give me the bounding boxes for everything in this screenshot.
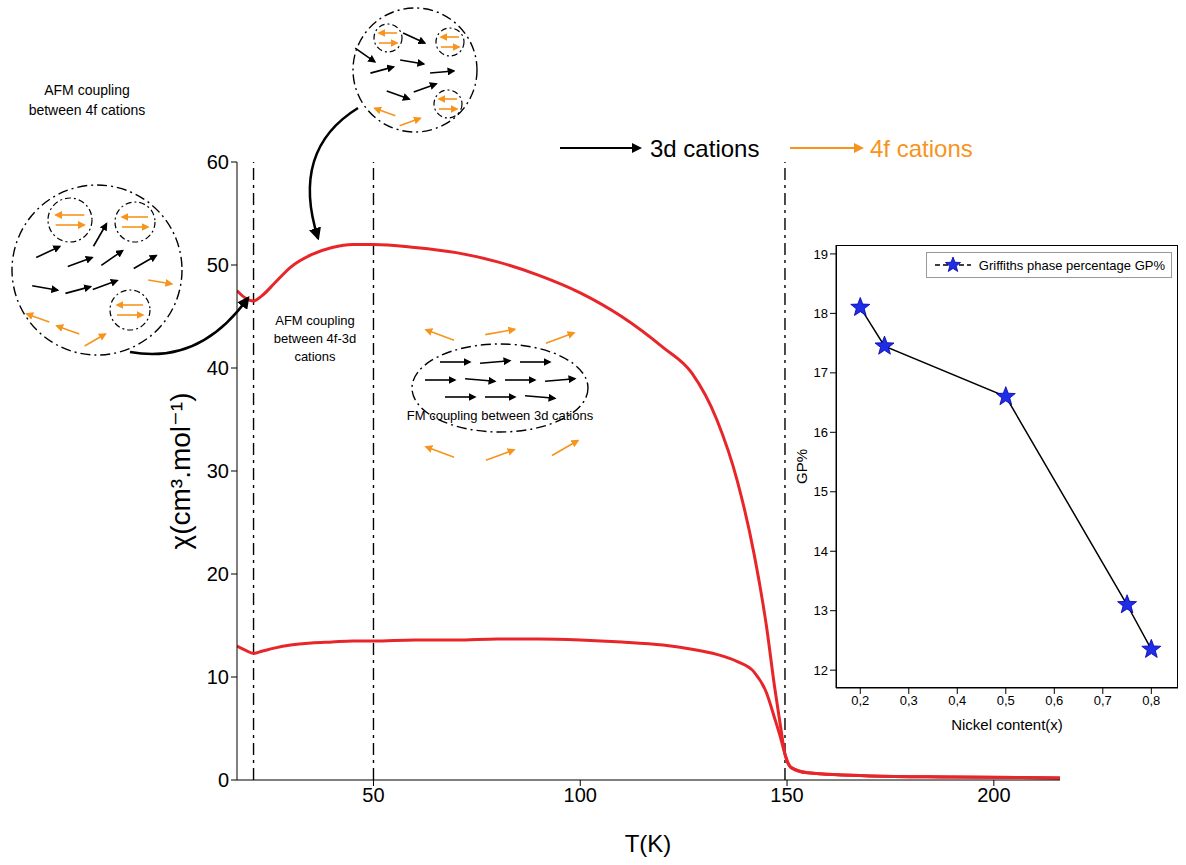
svg-text:3d cations: 3d cations: [650, 135, 759, 162]
svg-text:0,5: 0,5: [997, 693, 1015, 708]
svg-text:χ(cm³.mol⁻¹): χ(cm³.mol⁻¹): [165, 393, 196, 550]
svg-text:10: 10: [207, 666, 229, 688]
svg-text:19: 19: [814, 247, 828, 262]
svg-text:16: 16: [814, 425, 828, 440]
svg-text:30: 30: [207, 460, 229, 482]
svg-text:0: 0: [218, 769, 229, 791]
svg-text:GP%: GP%: [793, 449, 810, 484]
svg-text:0,6: 0,6: [1045, 693, 1063, 708]
svg-text:18: 18: [814, 306, 828, 321]
svg-text:13: 13: [814, 603, 828, 618]
svg-text:200: 200: [977, 784, 1010, 806]
svg-text:0,2: 0,2: [851, 693, 869, 708]
svg-text:50: 50: [207, 254, 229, 276]
svg-text:T(K): T(K): [625, 830, 672, 857]
svg-text:4f cations: 4f cations: [870, 135, 973, 162]
svg-text:Nickel content(x): Nickel content(x): [951, 716, 1063, 733]
svg-text:0,3: 0,3: [900, 693, 918, 708]
svg-text:17: 17: [814, 365, 828, 380]
html-text:Griffiths phase percentage GP%: Griffiths phase percentage GP%: [978, 257, 1165, 273]
svg-text:60: 60: [207, 151, 229, 173]
svg-text:12: 12: [814, 663, 828, 678]
svg-text:50: 50: [362, 784, 384, 806]
svg-text:0,4: 0,4: [948, 693, 966, 708]
svg-text:0,7: 0,7: [1094, 693, 1112, 708]
svg-text:20: 20: [207, 563, 229, 585]
svg-text:0,8: 0,8: [1142, 693, 1160, 708]
svg-text:100: 100: [564, 784, 597, 806]
svg-text:150: 150: [770, 784, 803, 806]
html-text:AFM coupling between 4f-3d cat: AFM coupling between 4f-3d cations: [273, 313, 357, 364]
html-text:FM coupling between 3d cations: FM coupling between 3d cations: [406, 408, 594, 423]
html-text:AFM coupling between 4f cation: AFM coupling between 4f cations: [28, 82, 146, 118]
svg-text:15: 15: [814, 484, 828, 499]
svg-text:14: 14: [814, 544, 828, 559]
svg-text:40: 40: [207, 357, 229, 379]
